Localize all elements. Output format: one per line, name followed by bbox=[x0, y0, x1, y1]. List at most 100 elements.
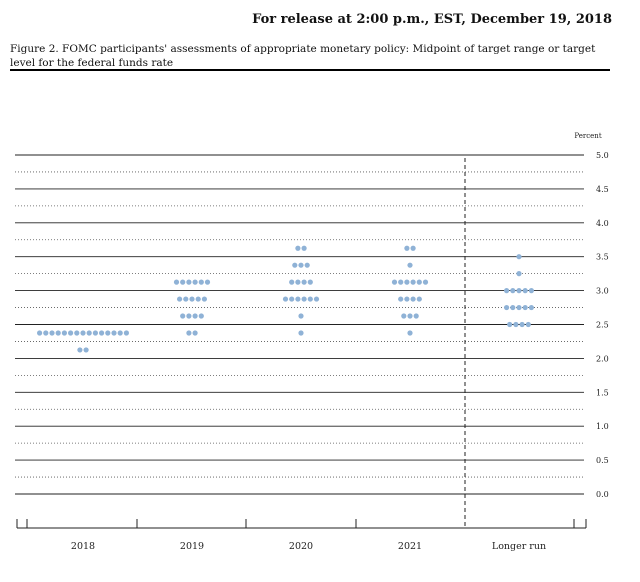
participant-dot bbox=[528, 304, 535, 311]
participant-dot bbox=[192, 313, 198, 319]
participant-dot bbox=[301, 245, 307, 251]
x-category-label: 2018 bbox=[71, 541, 95, 552]
participant-dot bbox=[99, 330, 105, 336]
participant-dot bbox=[86, 330, 92, 336]
participant-dot bbox=[404, 296, 410, 302]
participant-dot bbox=[204, 279, 211, 285]
participant-dot bbox=[183, 296, 189, 302]
participant-dot bbox=[516, 304, 522, 311]
participant-dot bbox=[307, 296, 313, 302]
participant-dot bbox=[401, 313, 407, 319]
participant-dot bbox=[195, 296, 201, 302]
participant-dot bbox=[83, 347, 89, 353]
participant-dot bbox=[301, 279, 307, 285]
participant-dot bbox=[307, 279, 313, 285]
participant-dot bbox=[37, 330, 43, 336]
y-tick-label: 0.5 bbox=[596, 456, 609, 465]
participant-dot bbox=[123, 330, 129, 336]
x-axis: 2018 2019 2020 2021 Longer run bbox=[16, 519, 587, 552]
dots-layer bbox=[37, 245, 535, 353]
participant-dot bbox=[282, 296, 289, 302]
participant-dot bbox=[68, 330, 74, 336]
participant-dot bbox=[407, 313, 413, 319]
participant-dot bbox=[510, 288, 516, 294]
participant-dot bbox=[301, 296, 307, 302]
participant-dot bbox=[180, 279, 186, 285]
participant-dot bbox=[298, 262, 304, 268]
figure-caption: Figure 2. FOMC participants' assessments… bbox=[10, 43, 596, 69]
y-tick-label: 1.0 bbox=[596, 422, 609, 431]
participant-dot bbox=[198, 313, 204, 319]
participant-dot bbox=[407, 262, 413, 268]
y-tick-label: 5.0 bbox=[596, 151, 609, 160]
participant-dot bbox=[61, 330, 67, 336]
participant-dot bbox=[295, 279, 301, 285]
y-axis-labels: 5.0 4.5 4.0 3.5 3.0 2.5 2.0 1.5 1.0 0.5 0.0 bbox=[596, 151, 609, 499]
participant-dot bbox=[289, 296, 295, 302]
participant-dot bbox=[516, 271, 522, 277]
participant-dot bbox=[413, 313, 419, 319]
participant-dot bbox=[201, 296, 207, 302]
participant-dot bbox=[198, 279, 204, 285]
participant-dot bbox=[186, 330, 192, 336]
participant-dot bbox=[510, 304, 516, 311]
x-category-label: 2021 bbox=[398, 541, 422, 552]
participant-dot bbox=[410, 279, 416, 285]
y-tick-label: 4.5 bbox=[596, 185, 609, 194]
participant-dot bbox=[504, 304, 510, 311]
x-category-label: Longer run bbox=[492, 541, 546, 552]
participant-dot bbox=[192, 330, 198, 336]
participant-dot bbox=[525, 321, 531, 328]
participant-dot bbox=[422, 279, 429, 285]
participant-dot bbox=[504, 288, 510, 294]
y-tick-label: 4.0 bbox=[596, 219, 609, 228]
caption-rule bbox=[10, 69, 610, 71]
y-tick-label: 0.0 bbox=[596, 490, 609, 499]
participant-dot bbox=[192, 279, 198, 285]
participant-dot bbox=[391, 279, 398, 285]
y-tick-label: 3.5 bbox=[596, 253, 609, 262]
participant-dot bbox=[298, 313, 304, 319]
participant-dot bbox=[295, 296, 301, 302]
participant-dot bbox=[416, 279, 422, 285]
participant-dot bbox=[74, 330, 80, 336]
participant-dot bbox=[117, 330, 123, 336]
participant-dot bbox=[404, 245, 410, 251]
participant-dot bbox=[513, 321, 519, 328]
participant-dot bbox=[177, 296, 183, 302]
participant-dot bbox=[80, 330, 86, 336]
participant-dot bbox=[522, 288, 528, 294]
participant-dot bbox=[516, 288, 522, 294]
participant-dot bbox=[516, 254, 522, 260]
participant-dot bbox=[519, 321, 525, 328]
participant-dot bbox=[55, 330, 61, 336]
participant-dot bbox=[522, 304, 528, 311]
participant-dot bbox=[189, 296, 195, 302]
participant-dot bbox=[528, 288, 535, 294]
participant-dot bbox=[507, 321, 513, 328]
participant-dot bbox=[186, 313, 192, 319]
participant-dot bbox=[292, 262, 298, 268]
participant-dot bbox=[180, 313, 186, 319]
grid-lines bbox=[15, 154, 584, 495]
participant-dot bbox=[410, 296, 416, 302]
participant-dot bbox=[173, 279, 180, 285]
x-category-label: 2020 bbox=[289, 541, 313, 552]
y-tick-label: 1.5 bbox=[596, 388, 609, 397]
participant-dot bbox=[398, 296, 404, 302]
participant-dot bbox=[410, 245, 416, 251]
participant-dot bbox=[105, 330, 111, 336]
y-tick-label: 3.0 bbox=[596, 287, 609, 296]
participant-dot bbox=[77, 347, 83, 353]
participant-dot bbox=[289, 279, 295, 285]
participant-dot bbox=[295, 245, 301, 251]
participant-dot bbox=[398, 279, 404, 285]
release-notice: For release at 2:00 p.m., EST, December … bbox=[252, 12, 612, 27]
participant-dot bbox=[298, 330, 304, 336]
participant-dot bbox=[404, 279, 410, 285]
participant-dot bbox=[416, 296, 422, 302]
y-tick-label: 2.5 bbox=[596, 321, 609, 330]
y-tick-label: 2.0 bbox=[596, 354, 609, 363]
x-category-label: 2019 bbox=[180, 541, 204, 552]
